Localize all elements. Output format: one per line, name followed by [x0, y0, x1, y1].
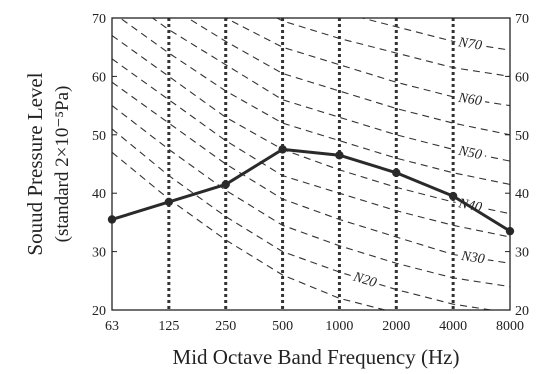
- x-axis-title: Mid Octave Band Frequency (Hz): [173, 345, 460, 369]
- x-tick-500: 500: [272, 319, 293, 334]
- nc-curve-unlabeled-9: [119, 18, 510, 185]
- measured-point-2000: [392, 168, 401, 177]
- x-tick-2000: 2000: [382, 319, 410, 334]
- y-tick-left-20: 20: [92, 304, 106, 319]
- nc-label-n70: N70: [456, 35, 482, 54]
- measured-line-0: [111, 147, 511, 233]
- y-ticks: 20 20 30 30 40 40 50 50 60 60 70 70: [92, 12, 529, 319]
- y-tick-right-50: 50: [515, 129, 529, 144]
- nc-curve-n40: [112, 35, 510, 215]
- y-tick-right-20: 20: [515, 304, 529, 319]
- x-tick-8000: 8000: [496, 319, 524, 334]
- measured-point-125: [164, 197, 174, 207]
- y-tick-right-70: 70: [515, 12, 529, 27]
- y-tick-right-30: 30: [515, 246, 529, 261]
- nc-label-bg-n50: [454, 141, 487, 162]
- nc-label-n30: N30: [459, 249, 485, 268]
- y-tick-left-40: 40: [92, 187, 106, 202]
- x-ticks: 63 125 250 500 1000 2000 4000 8000: [105, 319, 524, 334]
- measured-point-250: [221, 180, 230, 189]
- nc-label-bg-n30: [457, 246, 490, 266]
- nc-curve-n20: [112, 128, 495, 310]
- x-tick-125: 125: [158, 319, 179, 334]
- y-axis-title-line2: (standard 2×10⁻⁵Pa): [52, 86, 73, 243]
- nc-curve-unlabeled-7: [112, 105, 510, 288]
- nc-label-bg-n70: [454, 32, 487, 53]
- y-axis-title-line1: Souud Pressure Level: [23, 72, 47, 255]
- measured-point-500: [278, 145, 287, 154]
- nc-curve-unlabeled-6: [112, 151, 388, 310]
- x-tick-63: 63: [105, 319, 119, 334]
- nc-label-bg-n40: [454, 193, 487, 215]
- y-tick-right-60: 60: [515, 70, 529, 85]
- nc-curve-n30: [112, 81, 510, 264]
- measured-point-4000: [448, 191, 458, 201]
- nc-curve-unlabeled-11: [275, 18, 510, 77]
- y-tick-left-30: 30: [92, 246, 106, 261]
- x-tick-4000: 4000: [439, 319, 467, 334]
- nc-curve-n60: [224, 18, 510, 107]
- y-tick-left-50: 50: [92, 129, 106, 144]
- nc-label-bg-n60: [454, 88, 487, 108]
- y-tick-left-60: 60: [92, 70, 106, 85]
- nc-label-n60: N60: [456, 91, 482, 110]
- nc-curve-n70: [359, 18, 510, 51]
- x-tick-250: 250: [215, 319, 236, 334]
- x-tick-1000: 1000: [325, 319, 353, 334]
- nc-label-n50: N50: [456, 143, 483, 163]
- plot-frame: [111, 17, 511, 311]
- nc-curve-unlabeled-8: [112, 58, 510, 238]
- nc-curve-n50: [151, 18, 510, 162]
- nc-label-bg-n20: [348, 266, 382, 291]
- y-tick-right-40: 40: [515, 187, 529, 202]
- nc-curves-layer: [112, 18, 510, 310]
- nc-curve-unlabeled-10: [186, 18, 510, 136]
- nc-label-n20: N20: [351, 270, 379, 292]
- y-tick-left-70: 70: [92, 12, 106, 27]
- grid-layer: [167, 18, 455, 310]
- measured-point-1000: [335, 151, 344, 160]
